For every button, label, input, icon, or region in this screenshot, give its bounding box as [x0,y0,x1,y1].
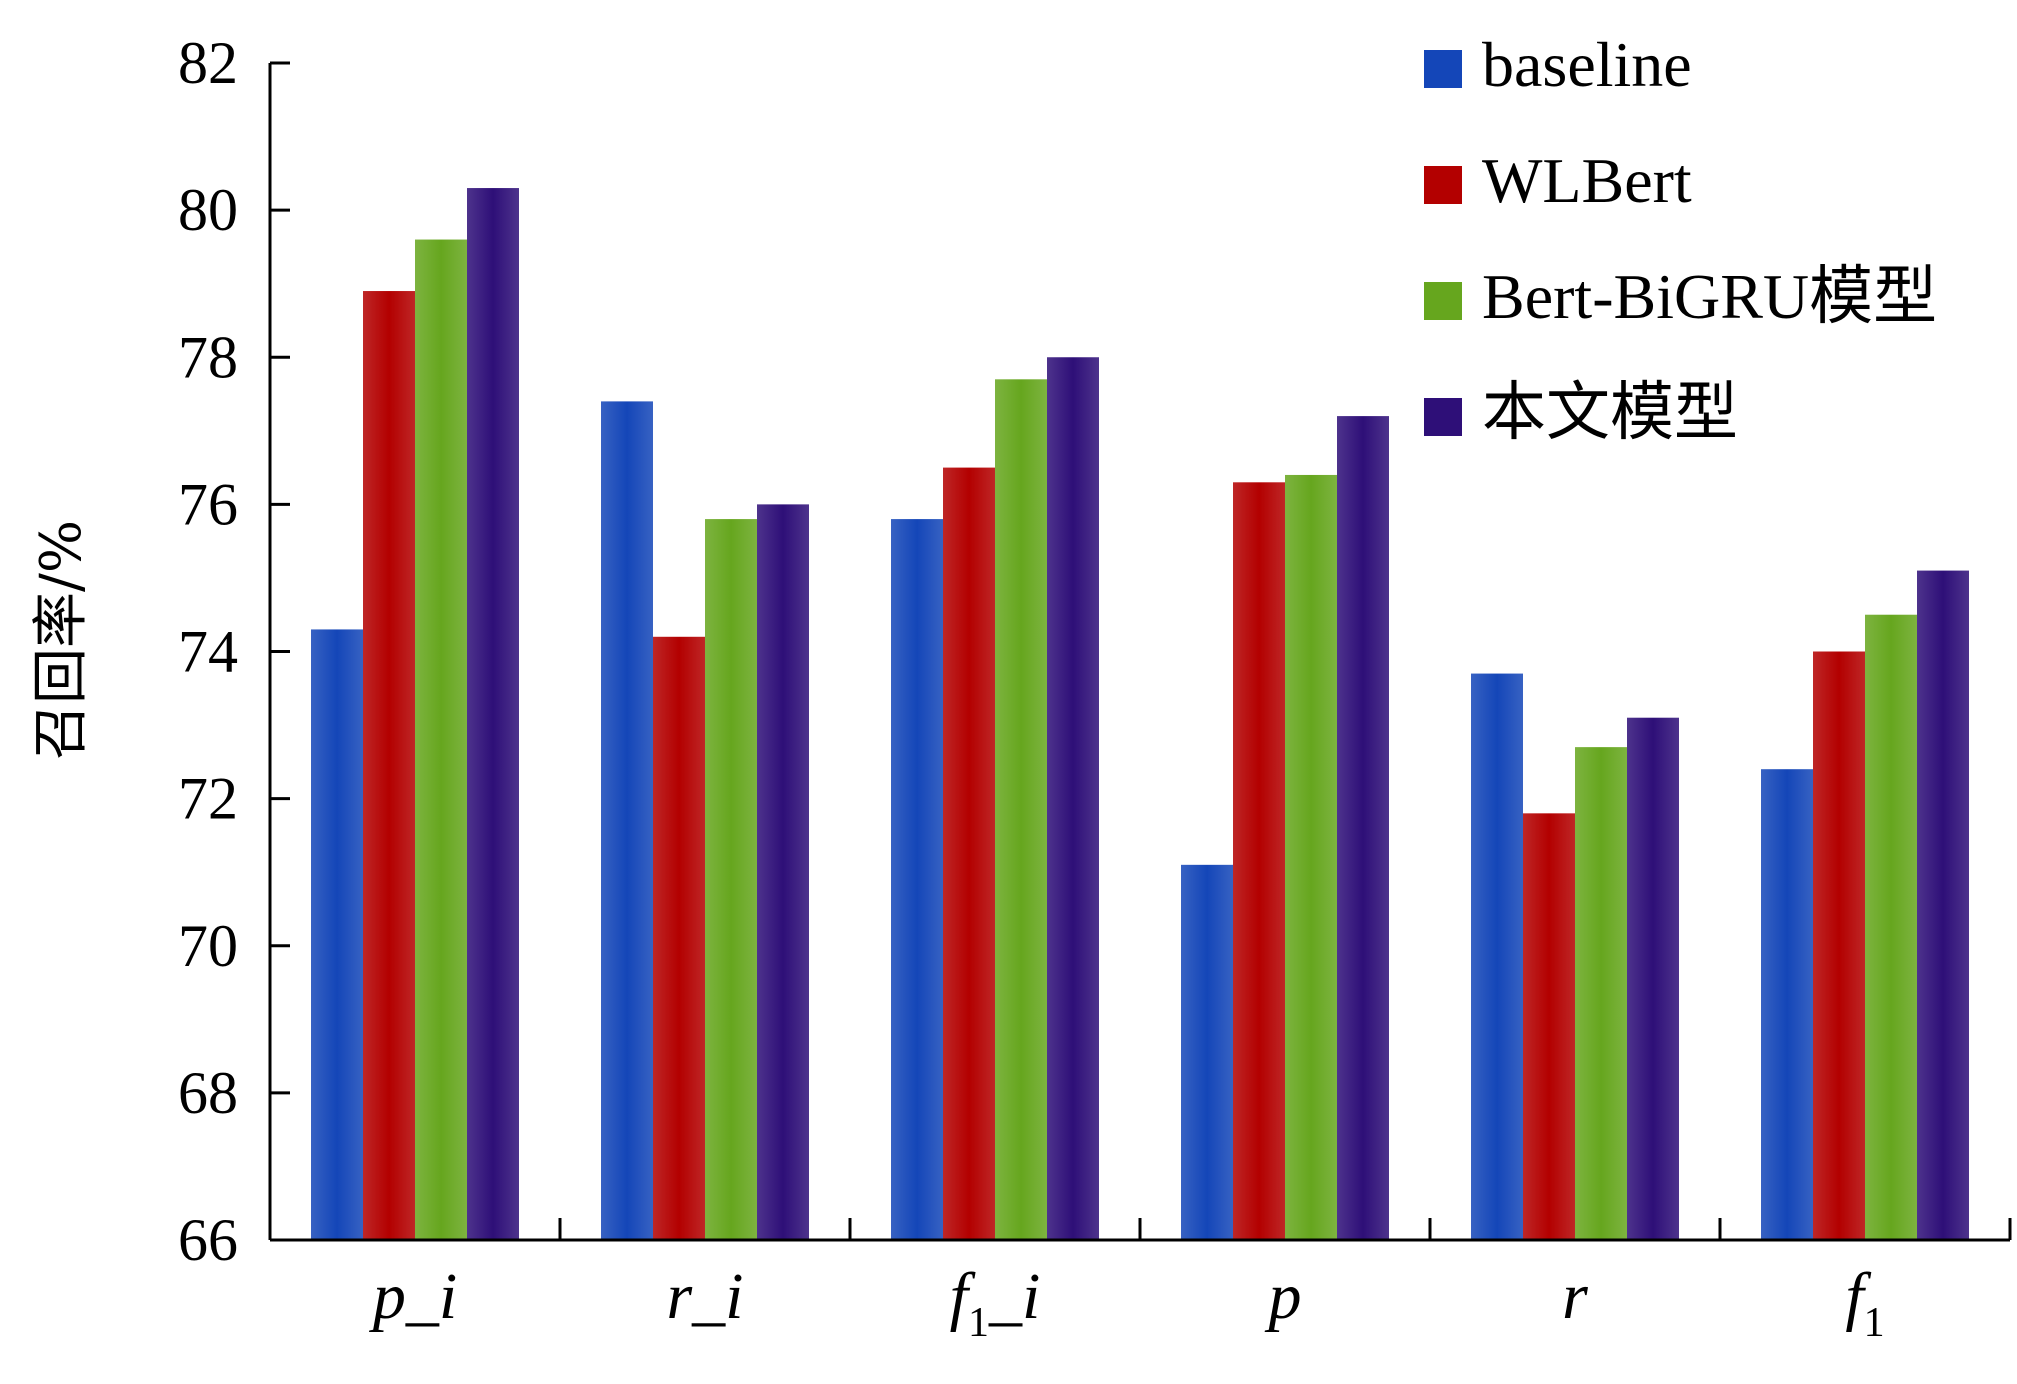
bar-本文模型-5 [1917,570,1969,1240]
bars-group [311,188,1969,1241]
x-category-main-4: r [1562,1260,1588,1333]
x-category-sub-2: 1 [968,1300,989,1346]
y-tick-label-68: 68 [178,1060,238,1126]
legend-label-0: baseline [1482,29,1692,100]
bar-Bert-BiGRU模型-5 [1865,614,1917,1240]
bar-baseline-5 [1761,769,1813,1240]
bar-本文模型-0 [467,188,519,1240]
bar-本文模型-1 [757,504,809,1240]
bar-本文模型-4 [1627,717,1679,1240]
bar-WLBert-1 [653,636,705,1240]
y-tick-label-82: 82 [178,30,238,96]
y-tick-label-76: 76 [178,471,238,537]
bar-WLBert-3 [1233,482,1285,1240]
legend-swatch-0 [1424,50,1462,88]
bar-baseline-3 [1181,864,1233,1240]
legend-swatch-3 [1424,398,1462,436]
bar-WLBert-4 [1523,813,1575,1240]
y-tick-label-72: 72 [178,766,238,832]
y-tick-label-66: 66 [178,1207,238,1273]
bar-baseline-4 [1471,673,1523,1240]
x-category-label-1: r_i [666,1260,743,1333]
bar-WLBert-2 [943,467,995,1240]
x-category-label-2: f1_i [950,1260,1041,1346]
y-tick-label-70: 70 [178,913,238,979]
y-tick-label-78: 78 [178,324,238,390]
x-category-label-4: r [1562,1260,1588,1333]
x-category-label-0: p_i [369,1260,457,1333]
legend-swatch-1 [1424,166,1462,204]
bar-Bert-BiGRU模型-1 [705,519,757,1240]
legend-label-2: Bert-BiGRU模型 [1482,261,1937,332]
x-category-main-1: r_i [666,1260,743,1333]
bar-本文模型-2 [1047,357,1099,1240]
bar-Bert-BiGRU模型-0 [415,239,467,1241]
bar-Bert-BiGRU模型-4 [1575,747,1627,1240]
bar-WLBert-5 [1813,651,1865,1240]
x-category-tail-2: _i [988,1260,1040,1333]
bar-本文模型-3 [1337,416,1389,1241]
y-tick-label-80: 80 [178,177,238,243]
x-category-main-3: p [1265,1260,1302,1333]
legend-label-1: WLBert [1482,145,1692,216]
bar-WLBert-0 [363,291,415,1240]
x-category-label-3: p [1265,1260,1302,1333]
y-axis-label: 召回率/% [29,520,94,760]
bar-baseline-0 [311,629,363,1240]
x-category-main-0: p_i [369,1260,457,1333]
x-category-sub-5: 1 [1864,1300,1885,1346]
bar-Bert-BiGRU模型-2 [995,379,1047,1241]
bar-baseline-1 [601,401,653,1240]
bar-Bert-BiGRU模型-3 [1285,474,1337,1240]
legend-label-3: 本文模型 [1482,377,1738,448]
legend-swatch-2 [1424,282,1462,320]
bar-baseline-2 [891,519,943,1240]
y-tick-label-74: 74 [178,619,238,685]
axes-group: 66 68 70 72 74 76 78 80 82 p_i r_i f1_i p r f1 [178,30,2012,1346]
x-category-label-5: f1 [1845,1260,1884,1346]
